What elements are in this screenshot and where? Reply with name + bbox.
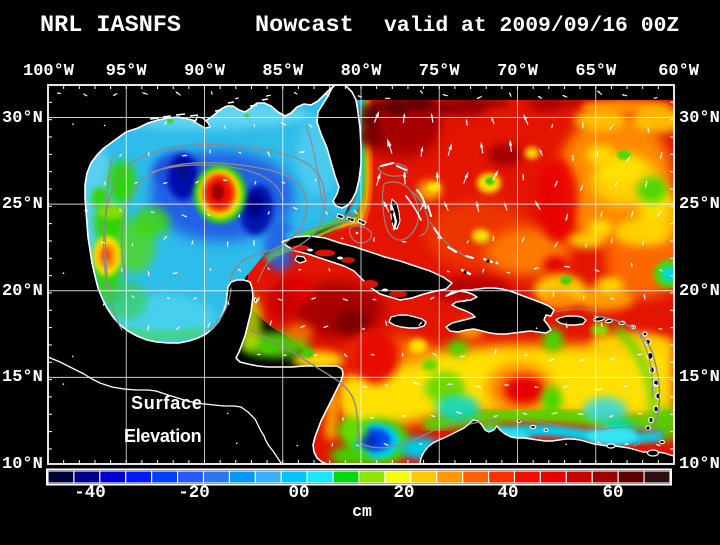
svg-text:85°W: 85°W [262, 62, 304, 81]
svg-text:-20: -20 [178, 483, 210, 503]
svg-text:60: 60 [602, 483, 623, 503]
svg-text:25°N: 25°N [679, 195, 720, 214]
svg-text:valid at 2009/09/16 00Z: valid at 2009/09/16 00Z [384, 14, 679, 38]
svg-text:30°N: 30°N [2, 109, 43, 128]
svg-text:10°N: 10°N [679, 455, 720, 474]
svg-text:75°W: 75°W [419, 62, 461, 81]
svg-text:Nowcast: Nowcast [255, 12, 354, 39]
svg-text:30°N: 30°N [679, 109, 720, 128]
svg-text:NRL IASNFS: NRL IASNFS [40, 12, 181, 39]
svg-text:20°N: 20°N [679, 282, 720, 301]
svg-text:95°W: 95°W [106, 62, 148, 81]
svg-text:90°W: 90°W [184, 62, 226, 81]
svg-text:20°N: 20°N [2, 282, 43, 301]
svg-text:15°N: 15°N [679, 368, 720, 387]
svg-text:00: 00 [288, 483, 309, 503]
svg-text:60°W: 60°W [658, 62, 700, 81]
svg-text:40: 40 [497, 483, 518, 503]
svg-text:80°W: 80°W [341, 62, 383, 81]
svg-text:100°W: 100°W [23, 62, 75, 81]
svg-text:10°N: 10°N [2, 455, 43, 474]
svg-text:65°W: 65°W [575, 62, 617, 81]
svg-text:15°N: 15°N [2, 368, 43, 387]
svg-text:70°W: 70°W [497, 62, 539, 81]
svg-text:25°N: 25°N [2, 195, 43, 214]
svg-text:-40: -40 [74, 483, 106, 503]
svg-text:Surface: Surface [131, 393, 203, 413]
svg-text:20: 20 [393, 483, 414, 503]
svg-text:cm: cm [352, 502, 372, 521]
svg-text:Elevation: Elevation [124, 426, 201, 446]
